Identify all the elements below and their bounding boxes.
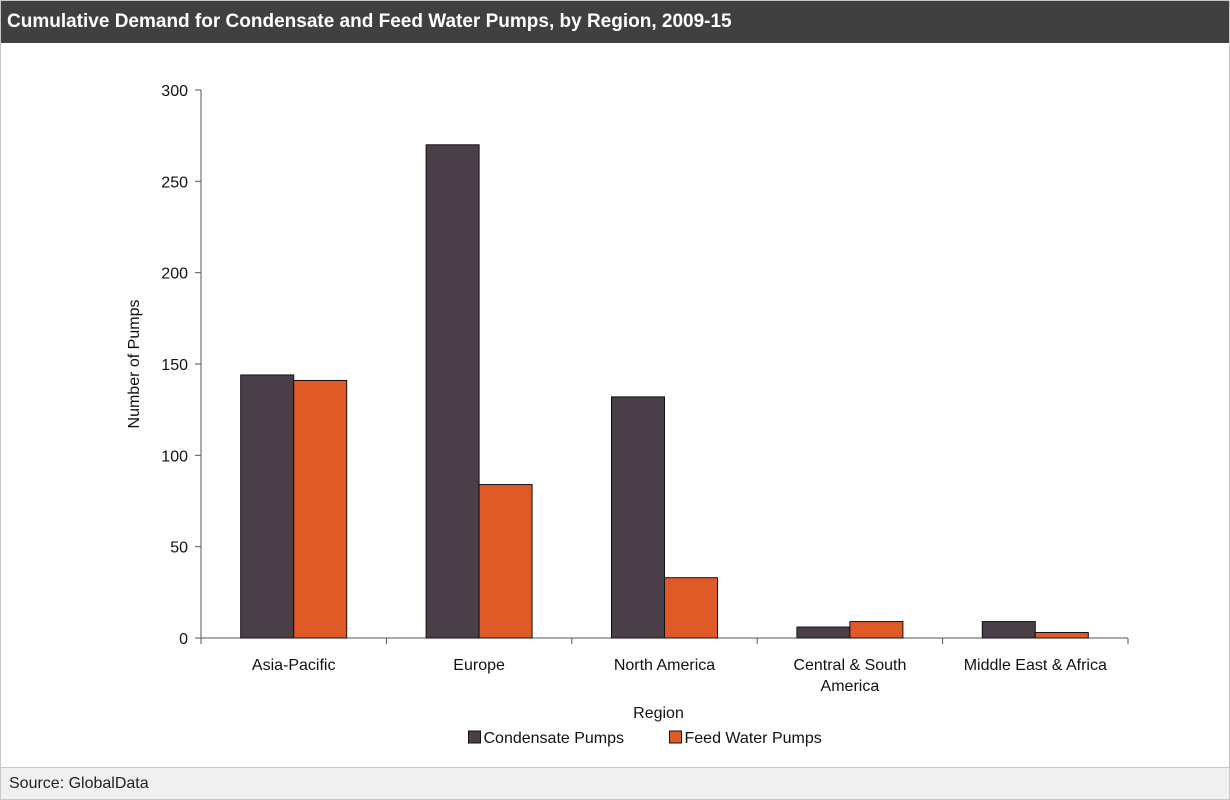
x-tick-label: North America	[614, 657, 715, 674]
bar	[425, 144, 480, 639]
bar	[240, 374, 295, 639]
x-axis-label: Region	[633, 705, 684, 722]
y-tick-label: 300	[161, 83, 188, 100]
chart-area: 0 50 100 150 200 250 300 Asia-Pacific Europe Nor…	[1, 43, 1229, 767]
legend-swatch	[669, 730, 682, 744]
bar	[981, 621, 1036, 639]
bar-chart: 0 50 100 150 200 250 300 Asia-Pacific Europe Nor…	[126, 83, 1129, 747]
x-tick-label: Asia-Pacific	[252, 657, 336, 674]
y-tick-label: 100	[161, 448, 188, 465]
y-axis-label: Number of Pumps	[126, 300, 143, 429]
bar	[1034, 632, 1089, 639]
legend: Condensate Pumps Feed Water Pumps	[468, 730, 822, 747]
y-tick-label: 50	[170, 540, 188, 557]
source-note: Source: GlobalData	[1, 767, 1229, 799]
bar	[478, 484, 533, 639]
x-axis: Asia-Pacific Europe North America Central &…	[200, 637, 1129, 695]
y-tick-label: 250	[161, 174, 188, 191]
bar	[611, 396, 665, 639]
x-tick-label: Europe	[453, 657, 505, 674]
bar	[796, 626, 851, 639]
bar	[664, 577, 718, 639]
y-tick-label: 150	[161, 357, 188, 374]
y-axis: 0 50 100 150 200 250 300	[161, 83, 202, 648]
y-tick-label: 0	[179, 631, 188, 648]
bars	[240, 144, 1089, 639]
bar	[293, 379, 348, 639]
x-tick-label: Middle East & Africa	[964, 657, 1107, 674]
legend-label: Feed Water Pumps	[685, 730, 822, 747]
y-tick-label: 200	[161, 266, 188, 283]
legend-label: Condensate Pumps	[484, 730, 625, 747]
x-tick-label: Central & South	[793, 657, 906, 674]
bar	[849, 621, 904, 639]
legend-swatch	[468, 730, 481, 744]
chart-title: Cumulative Demand for Condensate and Fee…	[1, 1, 1229, 43]
x-tick-label: America	[821, 678, 880, 695]
